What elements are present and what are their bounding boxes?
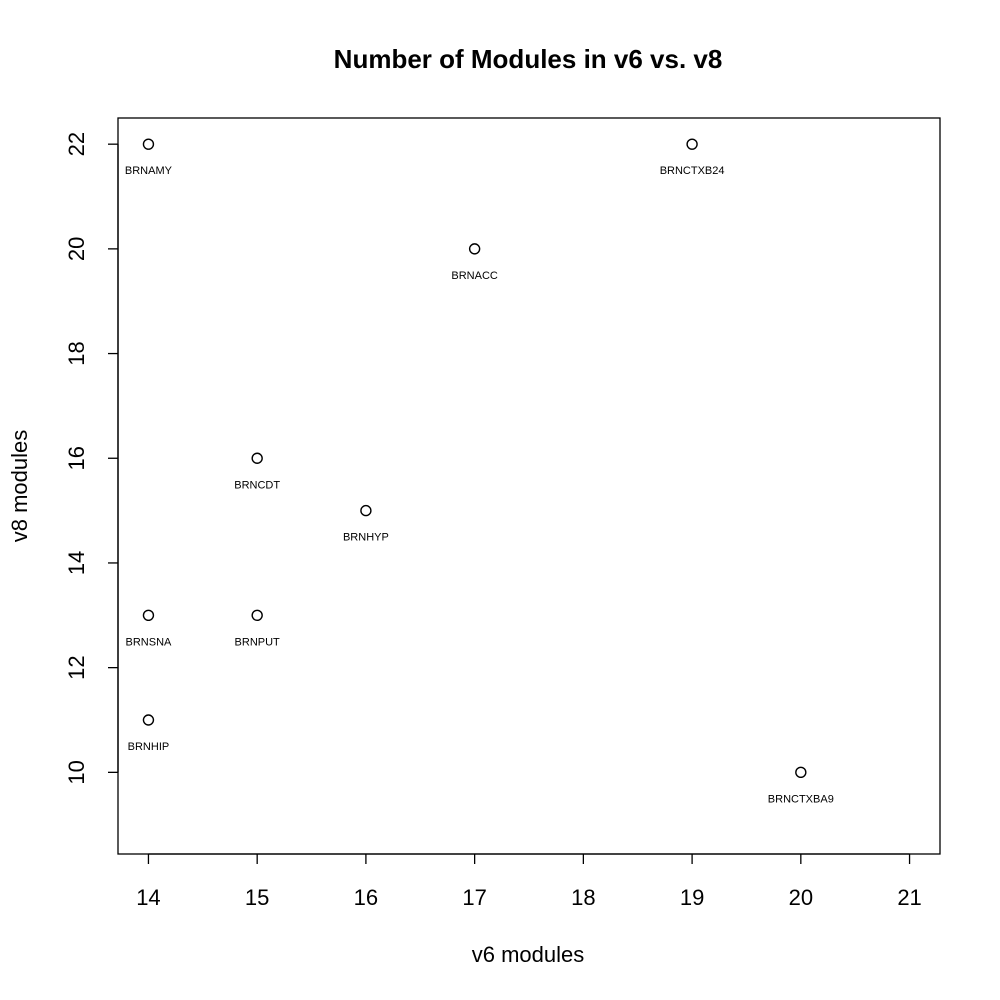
data-point-label: BRNSNA: [126, 636, 173, 648]
x-tick-label: 17: [462, 885, 486, 910]
x-tick-label: 18: [571, 885, 595, 910]
data-point-label: BRNCTXBA9: [768, 793, 834, 805]
y-tick-label: 14: [64, 551, 89, 575]
x-tick-label: 21: [897, 885, 921, 910]
data-point-label: BRNPUT: [235, 636, 281, 648]
y-tick-label: 18: [64, 341, 89, 365]
data-point: [686, 138, 698, 150]
data-point-label: BRNACC: [451, 270, 498, 282]
x-axis-label: v6 modules: [472, 942, 585, 967]
x-axis: 14 15 16 17 18 19 20 21: [136, 853, 922, 910]
data-point: [468, 243, 481, 255]
x-tick-label: 16: [354, 885, 378, 910]
data-point: [251, 609, 263, 621]
data-point: [142, 714, 155, 726]
x-tick-label: 19: [680, 885, 704, 910]
data-point: [142, 609, 155, 621]
data-point: [795, 766, 807, 779]
data-point: [360, 504, 372, 517]
data-points: BRNAMY BRNCTXB24 BRNACC BRNCDT BRNHYP BRNSNA B…: [125, 138, 834, 805]
data-point-label: BRNHYP: [343, 532, 389, 544]
data-point: [251, 452, 263, 464]
data-point-label: BRNCTXB24: [660, 165, 725, 177]
y-tick-label: 12: [64, 655, 89, 679]
data-point-label: BRNCDT: [234, 479, 280, 491]
y-tick-label: 16: [64, 446, 89, 470]
y-tick-label: 22: [64, 132, 89, 156]
y-tick-label: 10: [64, 760, 89, 784]
data-point-label: BRNAMY: [125, 165, 173, 177]
data-point: [142, 138, 155, 150]
y-tick-label: 20: [64, 237, 89, 261]
y-axis-label: v8 modules: [7, 430, 32, 543]
y-axis: 10 12 14 16 18 20 22: [64, 132, 119, 785]
x-tick-label: 15: [245, 885, 269, 910]
chart-title: Number of Modules in v6 vs. v8: [334, 44, 723, 74]
x-tick-label: 20: [789, 885, 813, 910]
data-point-label: BRNHIP: [128, 741, 170, 753]
x-tick-label: 14: [136, 885, 160, 910]
